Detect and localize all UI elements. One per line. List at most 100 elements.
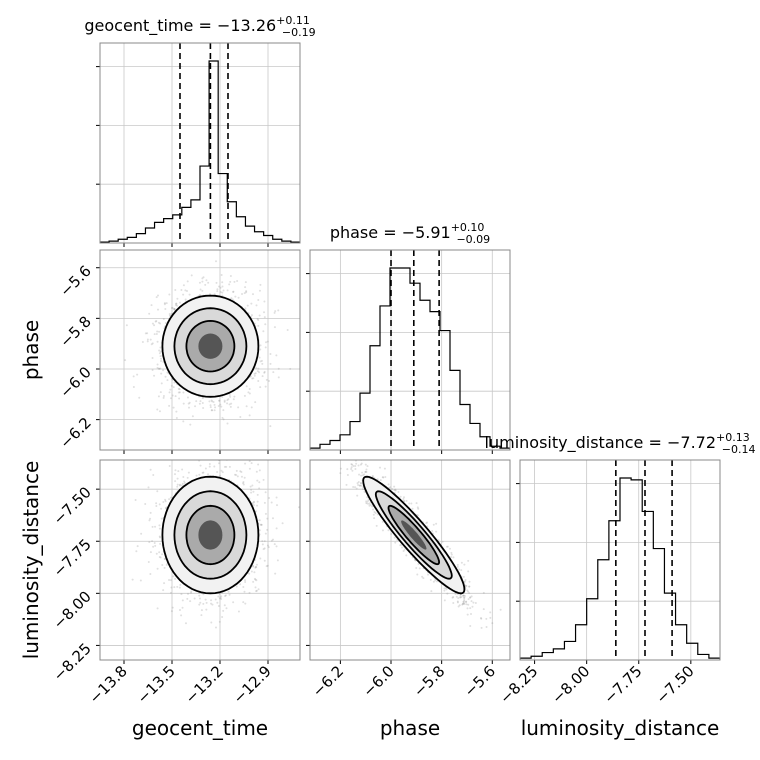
sample-point <box>261 543 264 546</box>
sample-point <box>346 474 349 477</box>
sample-point <box>264 323 267 326</box>
sample-point <box>168 465 171 468</box>
sample-point <box>229 280 232 283</box>
sample-point <box>286 329 289 332</box>
sample-point <box>227 590 230 593</box>
sample-point <box>148 541 151 544</box>
sample-point <box>170 306 173 309</box>
sample-point <box>255 366 258 369</box>
sample-point <box>153 542 156 545</box>
sample-point <box>253 372 256 375</box>
sample-point <box>248 392 251 395</box>
sample-point <box>275 354 278 357</box>
sample-point <box>156 363 159 366</box>
sample-point <box>242 480 245 483</box>
contour-level <box>198 520 223 550</box>
sample-point <box>162 394 165 397</box>
panel-phase-vs-luminosity_distance: −6.2 −6.0 −5.8 −5.6 <box>306 459 511 701</box>
sample-point <box>381 476 384 479</box>
sample-point <box>182 420 185 423</box>
sample-point <box>463 596 466 599</box>
sample-point <box>364 470 367 473</box>
sample-point <box>159 322 162 325</box>
sample-point <box>159 542 162 545</box>
sample-point <box>273 326 276 329</box>
sample-point <box>210 621 213 624</box>
sample-point <box>239 470 242 473</box>
sample-point <box>202 406 205 409</box>
sample-point <box>152 473 155 476</box>
sample-point <box>266 544 269 547</box>
sample-point <box>202 593 205 596</box>
sample-point <box>244 602 247 605</box>
sample-point <box>146 332 149 335</box>
sample-point <box>393 489 396 492</box>
sample-point <box>244 580 247 583</box>
sample-point <box>173 586 176 589</box>
sample-point <box>178 397 181 400</box>
sample-point <box>163 582 166 585</box>
sample-point <box>156 607 159 610</box>
sample-point <box>195 474 198 477</box>
sample-point <box>242 482 245 485</box>
sample-point <box>260 523 263 526</box>
sample-point <box>262 548 265 551</box>
sample-point <box>219 596 222 599</box>
sample-point <box>155 552 158 555</box>
sample-point <box>258 481 261 484</box>
sample-point <box>158 410 161 413</box>
sample-point <box>236 280 239 283</box>
sample-point <box>254 372 257 375</box>
sample-point <box>276 559 279 562</box>
sample-point <box>268 497 271 500</box>
histogram-step <box>310 267 510 450</box>
sample-point <box>174 577 177 580</box>
tick-label-x: −13.8 <box>86 662 131 707</box>
sample-point <box>222 409 225 412</box>
sample-point <box>215 281 218 284</box>
sample-point <box>229 405 232 408</box>
sample-point <box>260 359 263 362</box>
sample-point <box>277 376 280 379</box>
sample-point <box>218 399 221 402</box>
sample-point <box>213 465 216 468</box>
sample-point <box>202 471 205 474</box>
sample-point <box>181 599 184 602</box>
sample-point <box>258 487 261 490</box>
sample-point <box>221 471 224 474</box>
sample-point <box>459 596 462 599</box>
sample-point <box>173 473 176 476</box>
sample-point <box>195 400 198 403</box>
sample-point <box>198 603 201 606</box>
sample-point <box>257 298 260 301</box>
sample-point <box>182 402 185 405</box>
sample-point <box>366 496 369 499</box>
sample-point <box>176 483 179 486</box>
sample-point <box>252 490 255 493</box>
sample-point <box>202 276 205 279</box>
sample-point <box>144 503 147 506</box>
sample-point <box>189 423 192 426</box>
sample-point <box>448 547 451 550</box>
sample-point <box>277 367 280 370</box>
sample-point <box>151 357 154 360</box>
sample-point <box>221 395 224 398</box>
sample-point <box>232 601 235 604</box>
sample-point <box>208 293 211 296</box>
sample-point <box>181 606 184 609</box>
sample-point <box>162 500 165 503</box>
sample-point <box>160 357 163 360</box>
sample-point <box>228 394 231 397</box>
sample-point <box>263 371 266 374</box>
sample-point <box>263 547 266 550</box>
panel-title: phase = −5.91+0.10 −0.09 <box>330 221 490 246</box>
sample-point <box>251 293 254 296</box>
sample-point <box>265 565 268 568</box>
sample-point <box>260 523 263 526</box>
tick-label-x: −12.9 <box>230 662 275 707</box>
sample-point <box>183 482 186 485</box>
sample-point <box>254 566 257 569</box>
sample-point <box>219 291 222 294</box>
sample-point <box>266 517 269 520</box>
sample-point <box>217 604 220 607</box>
